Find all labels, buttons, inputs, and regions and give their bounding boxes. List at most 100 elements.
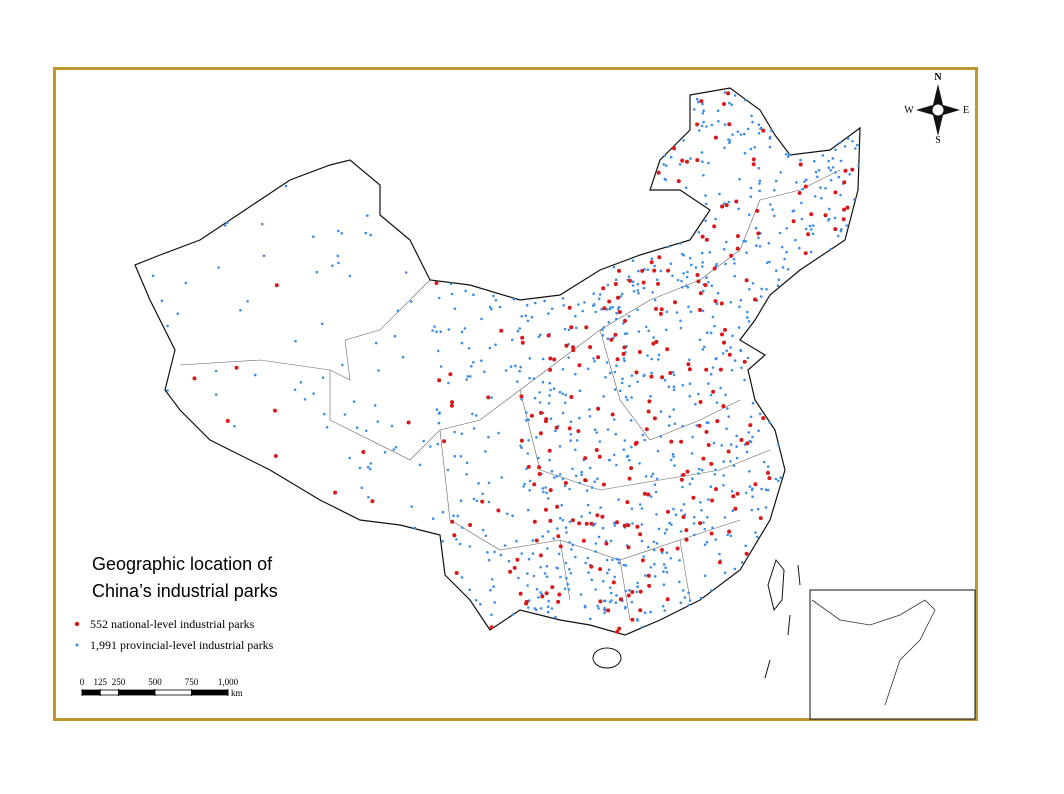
park-point	[604, 376, 607, 379]
park-point	[627, 315, 631, 318]
park-point	[656, 281, 660, 286]
park-point	[369, 462, 373, 465]
park-point	[695, 158, 700, 163]
park-point	[754, 226, 758, 230]
park-point	[574, 314, 577, 318]
park-point	[668, 415, 671, 419]
compass-w: W	[904, 105, 914, 116]
park-point	[678, 580, 681, 584]
park-point	[701, 309, 705, 313]
park-point	[803, 180, 806, 183]
park-point	[613, 521, 616, 525]
park-point	[410, 505, 414, 508]
park-point	[450, 519, 455, 524]
park-point	[503, 544, 507, 547]
park-point	[644, 427, 649, 432]
park-point	[569, 325, 574, 330]
park-point	[695, 424, 698, 427]
park-point	[656, 358, 660, 361]
park-point	[452, 514, 455, 517]
park-point	[542, 490, 545, 494]
park-point	[623, 359, 626, 363]
park-point	[723, 571, 727, 575]
park-point	[534, 538, 539, 543]
park-point	[690, 452, 694, 455]
park-point	[669, 557, 672, 560]
park-point	[487, 500, 491, 504]
park-point	[528, 376, 531, 380]
park-point	[795, 181, 798, 184]
park-point	[568, 568, 571, 571]
park-point	[574, 448, 577, 452]
park-point	[520, 552, 523, 555]
park-point	[744, 551, 749, 556]
park-point	[697, 230, 701, 234]
park-point	[603, 599, 606, 603]
park-point	[723, 327, 727, 332]
park-point	[737, 326, 741, 329]
park-point	[702, 174, 705, 177]
park-point	[673, 300, 677, 305]
scale-segment	[99, 689, 119, 696]
park-point	[714, 468, 717, 472]
park-point	[377, 369, 380, 372]
park-point	[586, 367, 590, 371]
park-point	[608, 459, 611, 462]
park-point	[819, 186, 822, 189]
park-point	[569, 420, 573, 424]
park-point	[535, 588, 539, 591]
park-point	[750, 508, 754, 512]
park-point	[508, 569, 513, 574]
park-point	[532, 574, 536, 578]
park-point	[550, 307, 554, 311]
park-point	[544, 417, 549, 422]
park-point	[623, 318, 627, 323]
park-point	[732, 464, 736, 468]
park-point	[571, 345, 575, 350]
park-point	[758, 412, 762, 416]
park-point	[608, 586, 612, 589]
park-point	[511, 613, 515, 616]
park-point	[567, 588, 571, 591]
park-point	[744, 278, 749, 283]
park-point	[808, 224, 812, 228]
park-point	[641, 280, 646, 285]
park-point	[638, 532, 643, 537]
park-point	[777, 278, 781, 282]
park-point	[638, 589, 643, 594]
park-point	[698, 308, 702, 312]
park-point	[538, 401, 542, 404]
park-point	[609, 371, 612, 375]
park-point	[597, 297, 601, 301]
park-point	[466, 375, 470, 378]
park-point	[701, 265, 704, 268]
park-point	[554, 425, 559, 430]
park-point	[661, 604, 665, 608]
park-point	[720, 332, 724, 337]
park-point	[854, 147, 857, 150]
park-point	[396, 309, 400, 313]
park-point	[452, 533, 457, 538]
park-point	[743, 132, 746, 136]
park-point	[704, 219, 707, 223]
park-point	[751, 401, 755, 405]
park-point	[704, 367, 709, 372]
park-point	[613, 524, 617, 527]
park-point	[733, 94, 737, 97]
park-point	[579, 593, 583, 596]
park-point	[839, 141, 842, 144]
park-point	[575, 439, 579, 442]
park-point	[687, 603, 690, 607]
park-point	[459, 455, 463, 458]
park-point	[546, 610, 550, 614]
park-point	[729, 534, 733, 538]
park-point	[666, 245, 670, 249]
park-point	[526, 464, 531, 469]
park-point	[803, 184, 808, 189]
park-point	[688, 358, 691, 362]
park-point	[735, 434, 738, 438]
park-point	[725, 427, 728, 431]
park-point	[613, 575, 616, 579]
park-point	[665, 597, 670, 602]
park-point	[406, 420, 411, 425]
